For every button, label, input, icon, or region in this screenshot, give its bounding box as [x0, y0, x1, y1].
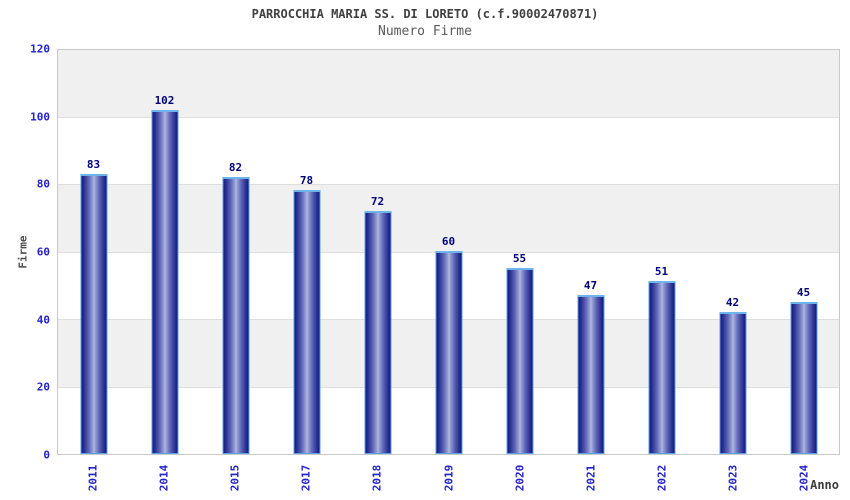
y-tick-label: 100: [30, 110, 50, 124]
bar: [222, 176, 249, 454]
x-tick-slot: 2022: [627, 458, 698, 498]
chart-subtitle: Numero Firme: [378, 24, 472, 39]
y-axis-ticks: 0 20 40 60 80 100 120: [0, 43, 50, 462]
y-tick-label: 120: [30, 42, 50, 56]
x-tick-label: 2023: [726, 464, 740, 492]
bar: [364, 210, 391, 454]
x-axis-ticks: 2011 2014 2015 2017 2018 2019 2020 2021 2022 2023…: [57, 458, 840, 498]
x-tick-slot: 2019: [413, 458, 484, 498]
bar-value-label: 78: [299, 174, 314, 188]
background-band: [58, 184, 839, 252]
bar-value-label: 60: [441, 235, 456, 248]
bar: [80, 173, 107, 454]
background-band: [58, 50, 839, 117]
bar-value-label: 45: [796, 285, 811, 299]
x-tick-slot: 2014: [128, 458, 199, 498]
bar-value-label: 42: [725, 295, 740, 309]
x-tick-label: 2020: [513, 464, 527, 492]
bar-value-label: 102: [154, 93, 175, 107]
bar: [506, 267, 533, 454]
x-axis-title: Anno: [810, 478, 839, 492]
x-tick-label: 2011: [86, 464, 100, 492]
bar-value-label: 55: [512, 251, 527, 265]
x-tick-label: 2018: [370, 464, 384, 492]
bar-value-label: 51: [654, 265, 669, 279]
x-tick-label: 2021: [584, 464, 598, 492]
y-tick-label: 80: [36, 177, 50, 191]
plot-area: 83 102 82 78 72 60 55 47 51 42 45: [57, 49, 840, 455]
background-band: [58, 116, 839, 184]
x-tick-label: 2015: [228, 464, 242, 492]
bar-value-label: 82: [228, 160, 243, 174]
bar: [577, 294, 604, 454]
bar: [648, 281, 675, 454]
x-tick-label: 2022: [655, 464, 669, 492]
x-tick-label: 2019: [442, 464, 456, 492]
y-tick-label: 0: [43, 448, 50, 462]
x-tick-slot: 2021: [555, 458, 626, 498]
x-tick-slot: 2018: [342, 458, 413, 498]
bar: [151, 109, 178, 454]
x-tick-slot: 2023: [698, 458, 769, 498]
x-tick-slot: 2011: [57, 458, 128, 498]
bar-value-label: 72: [370, 194, 385, 208]
x-tick-slot: 2015: [199, 458, 270, 498]
bar: [435, 251, 462, 454]
y-tick-label: 20: [36, 380, 50, 394]
chart-title: PARROCCHIA MARIA SS. DI LORETO (c.f.9000…: [251, 7, 599, 21]
x-tick-slot: 2017: [271, 458, 342, 498]
y-tick-label: 60: [36, 245, 50, 259]
x-tick-label: 2017: [299, 464, 313, 492]
bars-layer: 83 102 82 78 72 60 55 47 51 42 45: [58, 50, 839, 454]
x-tick-label: 2014: [157, 464, 171, 492]
x-tick-slot: 2020: [484, 458, 555, 498]
y-tick-label: 40: [36, 313, 50, 327]
bar-value-label: 83: [86, 157, 101, 171]
bar: [293, 190, 320, 454]
bar: [790, 301, 817, 454]
bar-value-label: 47: [583, 278, 598, 292]
x-tick-label: 2024: [797, 464, 811, 492]
bar: [719, 311, 746, 454]
